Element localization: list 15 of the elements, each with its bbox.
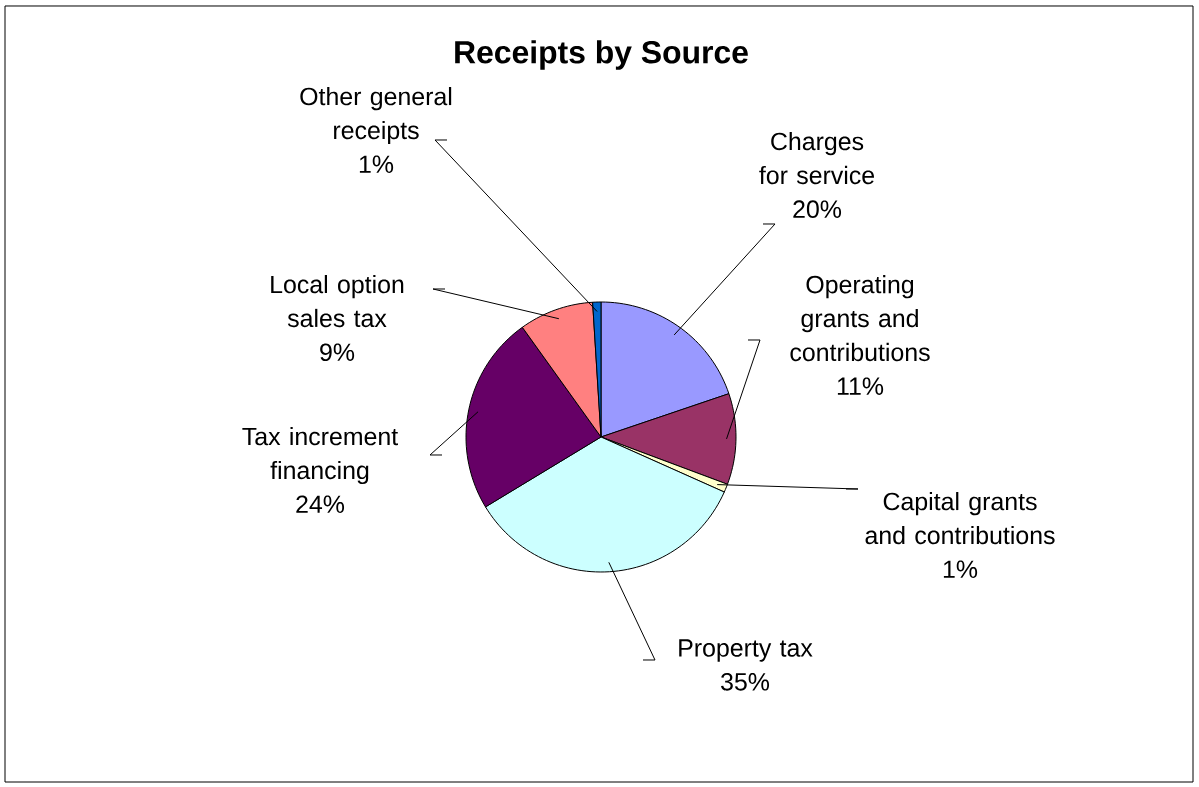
chart-title: Receipts by Source	[455, 40, 748, 70]
slice-label: Operating grants and contributions	[790, 275, 930, 362]
data-label: 20%	[793, 200, 842, 219]
data-label: 11%	[837, 377, 884, 395]
slice-label: Capital grants and contributions	[865, 492, 1055, 545]
slice-label: Charges for service	[759, 131, 875, 185]
slice-label: Property tax	[679, 639, 813, 662]
data-label: 24%	[296, 495, 345, 513]
data-label: 1%	[359, 155, 394, 173]
data-label: 35%	[721, 672, 770, 691]
data-label: 9%	[320, 343, 355, 362]
slice-label: Other general receipts	[300, 87, 452, 145]
data-label: 1%	[943, 560, 978, 578]
legend-label: Tax increment financing	[242, 427, 398, 485]
slice-label: Local option sales tax	[271, 274, 404, 328]
